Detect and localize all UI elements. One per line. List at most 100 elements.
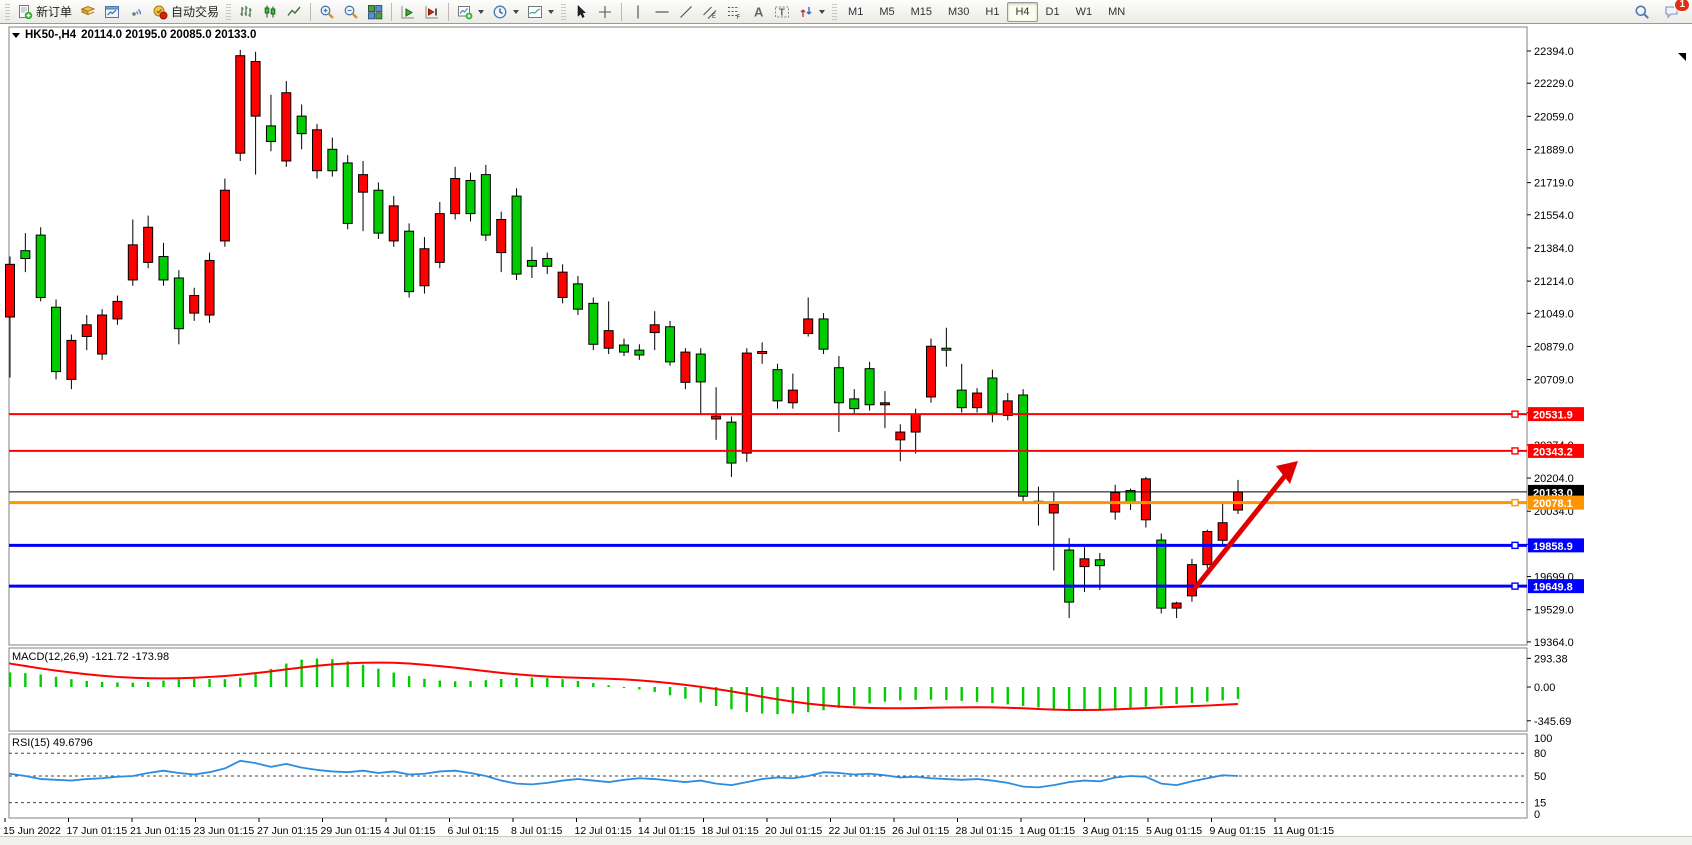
candle-body <box>1156 539 1167 609</box>
horizontal-line-tool-button[interactable] <box>650 1 674 23</box>
candlestick-chart-button[interactable] <box>258 1 282 23</box>
chart-canvas[interactable]: 22394.0 22229.0 22059.0 21889.0 21719.0 21554… <box>0 24 1692 845</box>
candle-body <box>572 283 583 310</box>
scroll-end-marker[interactable] <box>1678 53 1686 61</box>
chart-shift-button[interactable] <box>420 1 444 23</box>
candle-body <box>1064 549 1075 603</box>
tile-windows-button[interactable] <box>363 1 387 23</box>
svg-text:293.38: 293.38 <box>1534 653 1568 665</box>
timeframe-m30-button[interactable]: M30 <box>948 5 970 18</box>
timeframe-mn-button[interactable]: MN <box>1108 5 1126 18</box>
pane-frames <box>8 26 1528 819</box>
candle-body <box>956 389 967 409</box>
trendline-tool-button[interactable] <box>674 1 698 23</box>
auto-scroll-button[interactable] <box>396 1 420 23</box>
market-watch-button[interactable] <box>76 1 100 23</box>
vertical-line-tool-button[interactable] <box>626 1 650 23</box>
date-axis[interactable]: 15 Jun 2022 17 Jun 01:15 21 Jun 01:15 23 Ju… <box>3 818 1334 837</box>
svg-text:15: 15 <box>1534 798 1546 810</box>
chart-area[interactable]: 22394.0 22229.0 22059.0 21889.0 21719.0 21554… <box>0 24 1692 845</box>
window-bottom-strip <box>0 836 1692 845</box>
signal-button[interactable] <box>124 1 148 23</box>
text-tool-button[interactable]: A <box>746 1 770 23</box>
signal-icon <box>128 4 144 20</box>
chart-window-button[interactable] <box>100 1 124 23</box>
candle-body <box>1094 559 1105 567</box>
templates-button[interactable] <box>523 1 558 23</box>
zoom-out-icon <box>343 4 359 20</box>
timeframe-d1-button[interactable]: D1 <box>1045 5 1060 18</box>
svg-text:21214.0: 21214.0 <box>1534 276 1574 288</box>
autoscroll-icon <box>400 4 416 20</box>
candle-body <box>941 347 952 351</box>
price-badges: 20531.920343.220133.020078.119858.919649… <box>1528 407 1584 594</box>
svg-text:18 Jul 01:15: 18 Jul 01:15 <box>702 825 759 837</box>
cursor-tool-button[interactable] <box>569 1 593 23</box>
candle-body <box>81 324 92 337</box>
chart-context-arrow-icon[interactable] <box>12 32 20 38</box>
add-indicator-button[interactable] <box>453 1 488 23</box>
rsi-indicator-label: RSI(15) 49.6796 <box>12 737 93 749</box>
candle-body <box>557 271 568 298</box>
chat-button[interactable]: 1 <box>1660 0 1690 23</box>
markers <box>1678 53 1686 61</box>
channel-tool-button[interactable]: E <box>698 1 722 23</box>
svg-text:21719.0: 21719.0 <box>1534 178 1574 190</box>
periods-button[interactable] <box>488 1 523 23</box>
candle-body <box>879 402 890 406</box>
zoom-in-button[interactable] <box>315 1 339 23</box>
level-handle <box>1511 582 1519 590</box>
candle-body <box>1202 530 1213 566</box>
svg-text:22229.0: 22229.0 <box>1534 78 1574 90</box>
main-toolbar: 新订单 自动交易 E F A T <box>0 0 1692 24</box>
candle-body <box>1002 400 1013 416</box>
candle-body <box>603 330 614 349</box>
svg-text:20709.0: 20709.0 <box>1534 375 1574 387</box>
fibonacci-tool-button[interactable]: F <box>722 1 746 23</box>
candle-body <box>296 115 307 135</box>
candle-body <box>910 413 921 433</box>
svg-text:26 Jul 01:15: 26 Jul 01:15 <box>892 825 949 837</box>
candle-body <box>312 129 322 172</box>
toolbar-separator <box>310 2 312 21</box>
candle-body <box>833 367 844 404</box>
candle-body <box>20 250 31 259</box>
search-button[interactable] <box>1630 1 1654 23</box>
svg-text:19364.0: 19364.0 <box>1534 637 1574 649</box>
timeframe-h4-button[interactable]: H4 <box>1007 1 1038 22</box>
bar-chart-button[interactable] <box>234 1 258 23</box>
svg-text:19858.9: 19858.9 <box>1533 541 1573 553</box>
timeframe-h1-button[interactable]: H1 <box>985 5 1000 18</box>
candle-body <box>741 352 752 454</box>
svg-text:-345.69: -345.69 <box>1534 716 1571 728</box>
svg-text:8 Jul 01:15: 8 Jul 01:15 <box>511 825 563 837</box>
line-chart-button[interactable] <box>282 1 306 23</box>
chevron-down-icon <box>548 9 555 14</box>
timeframe-m1-button[interactable]: M1 <box>848 5 864 18</box>
crosshair-tool-button[interactable] <box>593 1 617 23</box>
arrows-tool-button[interactable] <box>794 1 829 23</box>
timeframe-m15-button[interactable]: M15 <box>910 5 932 18</box>
horizontal-line-icon <box>654 4 670 20</box>
svg-text:21889.0: 21889.0 <box>1534 144 1574 156</box>
timeframe-m5-button[interactable]: M5 <box>879 5 895 18</box>
toolbar-separator <box>391 2 393 21</box>
zoom-out-button[interactable] <box>339 1 363 23</box>
candle-body <box>66 339 77 380</box>
price-axis[interactable]: 22394.0 22229.0 22059.0 21889.0 21719.0 21554… <box>1527 46 1574 649</box>
svg-text:20034.0: 20034.0 <box>1534 506 1574 518</box>
candle-body <box>711 415 722 420</box>
svg-text:20 Jul 01:15: 20 Jul 01:15 <box>765 825 822 837</box>
svg-text:29 Jun 01:15: 29 Jun 01:15 <box>321 825 382 837</box>
macd-histogram <box>8 658 1240 715</box>
candle-body <box>726 421 737 464</box>
candle-body <box>1018 394 1029 497</box>
new-order-button[interactable]: 新订单 <box>13 1 76 23</box>
timeframe-w1-button[interactable]: W1 <box>1075 5 1093 18</box>
svg-text:22 Jul 01:15: 22 Jul 01:15 <box>829 825 886 837</box>
toolbar-separator <box>621 2 623 21</box>
trend-arrow[interactable] <box>1190 461 1298 594</box>
autotrading-button[interactable]: 自动交易 <box>148 1 223 23</box>
text-label-tool-button[interactable]: T <box>770 1 794 23</box>
line-chart-icon <box>286 4 302 20</box>
